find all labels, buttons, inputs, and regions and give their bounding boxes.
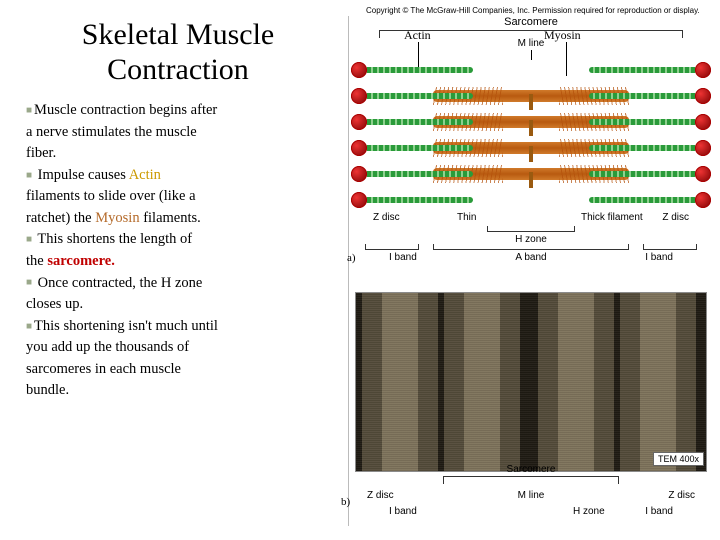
fiber-row <box>355 162 707 186</box>
thin-filament <box>589 119 707 125</box>
bullet-icon: ■ <box>26 234 32 245</box>
thin-filament <box>355 93 473 99</box>
slide: Skeletal Muscle Contraction ■Muscle cont… <box>0 0 720 540</box>
label-thin: Thin <box>457 212 476 223</box>
label-zdisc-left: Z disc <box>373 212 400 223</box>
text-frag: filaments. <box>140 210 201 226</box>
text-line: Muscle contraction begins after <box>34 102 217 118</box>
mline-bar <box>529 94 533 110</box>
keyword-actin: Actin <box>129 167 161 183</box>
fiber-row <box>355 188 707 212</box>
thin-filament <box>589 171 707 177</box>
bracket-hzone <box>487 226 575 232</box>
mline-bar <box>529 172 533 188</box>
fiber-row <box>355 110 707 134</box>
bracket-iband-left <box>365 244 419 250</box>
text-line: filaments to slide over (like a <box>26 187 330 207</box>
bullet-3: ■ This shortens the length of <box>26 230 330 250</box>
text-frag: the <box>26 253 47 269</box>
thin-filament <box>355 67 473 73</box>
zdisc-ball <box>695 192 711 208</box>
thin-filament <box>355 197 473 203</box>
thin-filament <box>589 67 707 73</box>
text-line: the sarcomere. <box>26 252 330 272</box>
thin-filament <box>589 93 707 99</box>
text-line: Impulse causes <box>34 167 129 183</box>
bullet-5: ■This shortening isn't much until <box>26 317 330 337</box>
bottom-labels: Sarcomere Z disc M line Z disc I band H … <box>355 476 707 526</box>
fiber-rows <box>355 58 707 208</box>
label-iband-right: I band <box>645 252 673 263</box>
bullet-1: ■Muscle contraction begins after <box>26 101 330 121</box>
zdisc-ball <box>695 88 711 104</box>
text-line: bundle. <box>26 381 330 401</box>
label-aband: A band <box>515 252 546 263</box>
text-line: This shortening isn't much until <box>34 318 218 334</box>
diagram-area: Sarcomere M line <box>348 16 712 526</box>
label-panel-b: b) <box>341 496 350 508</box>
sarcomere-diagram: Sarcomere M line <box>355 16 707 272</box>
fiber-row <box>355 136 707 160</box>
zdisc-ball <box>351 166 367 182</box>
thin-filament <box>355 145 473 151</box>
zdisc-ball <box>351 62 367 78</box>
label-iband-b1: I band <box>389 506 417 517</box>
label-sarcomere-bottom: Sarcomere <box>507 464 556 475</box>
label-zdisc-b1: Z disc <box>367 490 394 501</box>
mline-bar <box>529 146 533 162</box>
copyright-text: Copyright © The McGraw-Hill Companies, I… <box>366 6 700 15</box>
text-line: sarcomeres in each muscle <box>26 360 330 380</box>
text-line: closes up. <box>26 295 330 315</box>
label-hzone-bottom: H zone <box>573 506 605 517</box>
bullet-2: ■ Impulse causes Actin <box>26 166 330 186</box>
label-zdisc-b2: Z disc <box>668 490 695 501</box>
label-iband-b2: I band <box>645 506 673 517</box>
mline-bar <box>529 120 533 136</box>
tem-micrograph <box>355 292 707 472</box>
thin-filament <box>355 171 473 177</box>
text-line: Once contracted, the H zone <box>34 275 202 291</box>
keyword-sarcomere: sarcomere. <box>47 253 115 269</box>
label-panel-a: a) <box>347 252 356 264</box>
thin-filament <box>589 197 707 203</box>
zdisc-ball <box>695 62 711 78</box>
text-frag: ratchet) the <box>26 210 95 226</box>
zdisc-ball <box>695 114 711 130</box>
text-line: ratchet) the Myosin filaments. <box>26 209 330 229</box>
slide-title: Skeletal Muscle Contraction <box>26 18 330 87</box>
zdisc-ball <box>351 192 367 208</box>
text-line: This shortens the length of <box>34 231 192 247</box>
bullet-icon: ■ <box>26 105 32 116</box>
zdisc-ball <box>351 140 367 156</box>
label-thick: Thick filament <box>581 212 643 223</box>
zdisc-ball <box>695 140 711 156</box>
keyword-myosin: Myosin <box>95 210 139 226</box>
bracket-sarcomere-top <box>379 30 683 38</box>
bullet-icon: ■ <box>26 170 32 181</box>
label-zdisc-right: Z disc <box>662 212 689 223</box>
zdisc-ball <box>695 166 711 182</box>
zdisc-ball <box>351 114 367 130</box>
label-mline: M line <box>518 38 545 49</box>
text-line: fiber. <box>26 144 330 164</box>
label-tem-magnification: TEM 400x <box>653 452 704 466</box>
fiber-row <box>355 58 707 82</box>
thin-filament <box>589 145 707 151</box>
label-iband-left: I band <box>389 252 417 263</box>
thin-filament <box>355 119 473 125</box>
bullet-icon: ■ <box>26 321 32 332</box>
fiber-row <box>355 84 707 108</box>
bracket-iband-right <box>643 244 697 250</box>
bracket-aband <box>433 244 629 250</box>
zdisc-ball <box>351 88 367 104</box>
label-sarcomere: Sarcomere <box>504 16 558 28</box>
bracket-sarcomere-bottom <box>443 476 619 484</box>
text-line: you add up the thousands of <box>26 338 330 358</box>
bullet-icon: ■ <box>26 277 32 288</box>
text-line: a nerve stimulates the muscle <box>26 123 330 143</box>
label-mline-bottom: M line <box>518 490 545 501</box>
text-column: Skeletal Muscle Contraction ■Muscle cont… <box>0 0 340 540</box>
bullet-4: ■ Once contracted, the H zone <box>26 274 330 294</box>
body-text: ■Muscle contraction begins after a nerve… <box>26 101 330 401</box>
